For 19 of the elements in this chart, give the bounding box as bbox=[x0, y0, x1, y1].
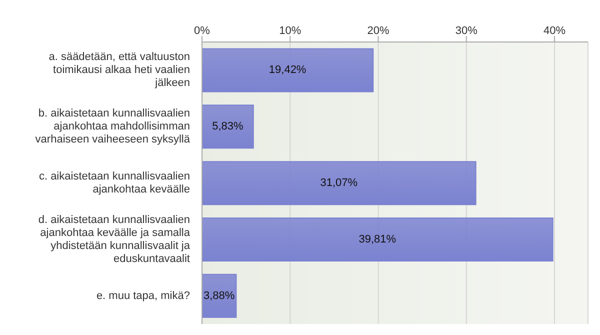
x-tick-label: 30% bbox=[455, 25, 478, 37]
x-tick-label: 20% bbox=[367, 25, 390, 37]
y-tick-label: e. muu tapa, mikä? bbox=[96, 290, 190, 302]
bar bbox=[202, 161, 476, 206]
data-label: 39,81% bbox=[358, 233, 396, 246]
y-tick-label: c. aikaistetaan kunnallisvaalien ajankohtaa keväälle bbox=[38, 170, 190, 196]
data-label: 31,07% bbox=[320, 176, 358, 189]
data-label: 5,83% bbox=[212, 120, 244, 133]
data-label: 3,88% bbox=[203, 290, 235, 302]
y-tick-label: d. aikaistetaan kunnallisvaalien ajankohtaa keväälle ja samalla yhdistetään kunnallisvaalit ja eduskuntavaalit bbox=[38, 214, 191, 265]
x-tick-label: 0% bbox=[194, 25, 210, 37]
y-tick-label: b. aikaistetaan kunnallisvaalien ajankohtaa mahdollisimman varhaiseen vaiheeseen syksyllä bbox=[35, 108, 191, 146]
bar bbox=[202, 217, 554, 262]
bar bbox=[202, 48, 374, 92]
y-tick-label: a. säädetään, että valtuuston toimikausi alkaa heti vaalien jälkeen bbox=[48, 51, 190, 90]
bar bbox=[202, 104, 254, 149]
x-tick-label: 40% bbox=[543, 25, 566, 37]
data-label: 19,42% bbox=[268, 64, 306, 76]
x-tick-label: 10% bbox=[279, 25, 302, 37]
